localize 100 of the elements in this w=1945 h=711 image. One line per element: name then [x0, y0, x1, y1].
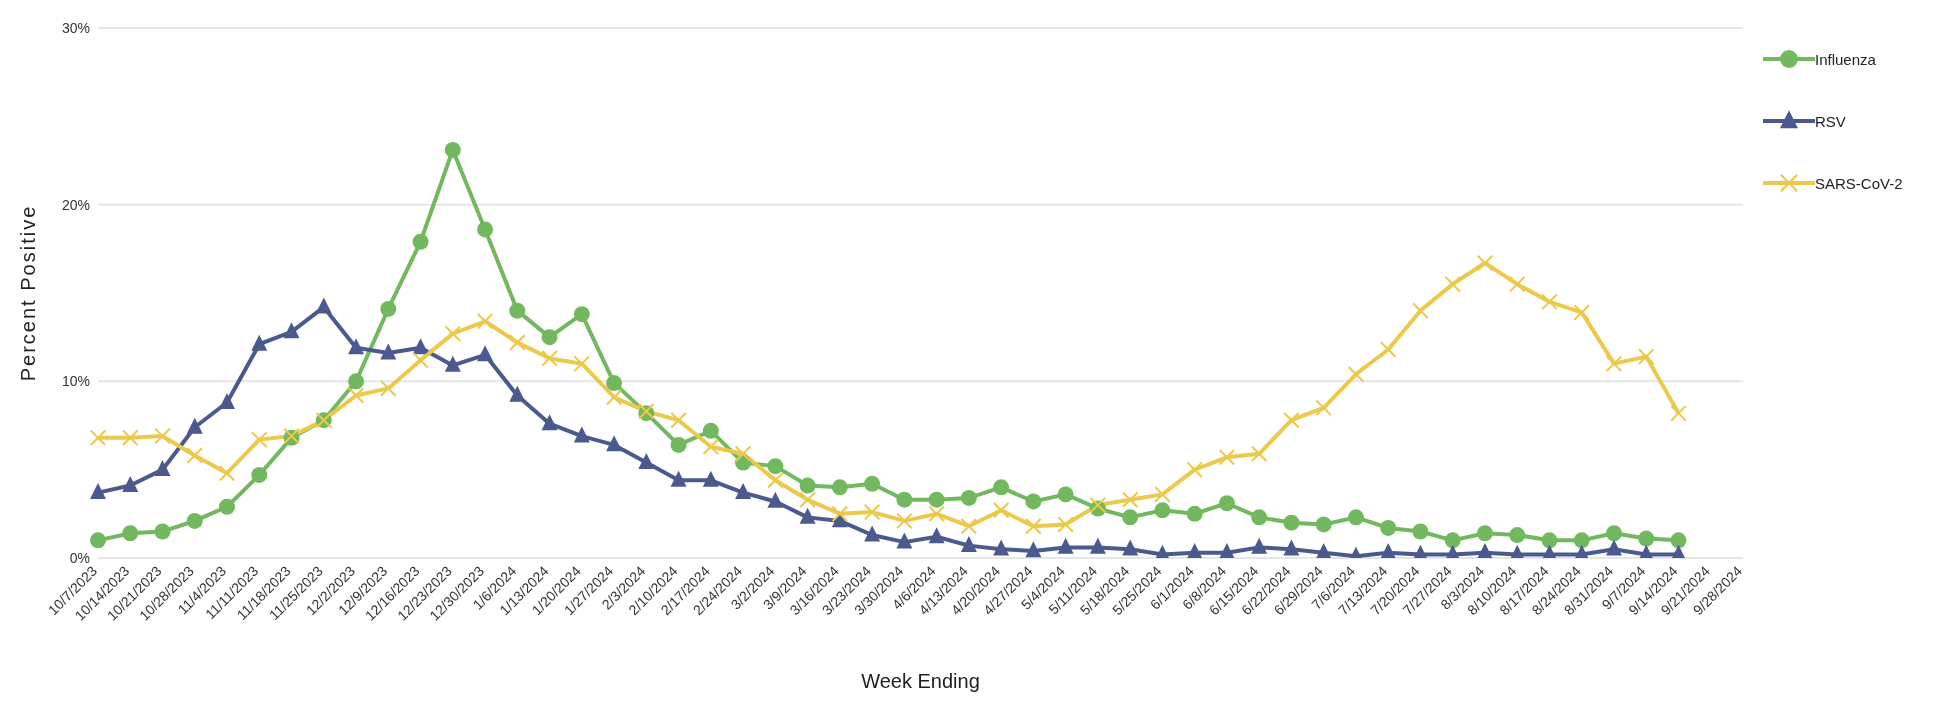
point	[1186, 461, 1203, 478]
point	[1089, 497, 1106, 513]
point	[960, 536, 977, 553]
point	[1122, 509, 1139, 526]
y-tick-label: 20%	[61, 196, 90, 213]
point	[896, 532, 913, 549]
point	[831, 479, 848, 496]
point	[90, 483, 106, 500]
point	[1154, 502, 1171, 519]
legend-label: Influenza	[1815, 50, 1876, 68]
point	[960, 489, 977, 506]
point	[477, 345, 494, 362]
point	[1412, 523, 1429, 540]
point	[1347, 509, 1364, 526]
point	[186, 447, 203, 464]
point	[606, 389, 623, 406]
point	[767, 491, 784, 508]
point	[509, 334, 526, 351]
point	[1315, 543, 1332, 558]
point	[1025, 518, 1042, 535]
point	[541, 350, 558, 367]
point	[1283, 539, 1300, 556]
point	[864, 475, 881, 492]
point	[767, 458, 784, 475]
point	[670, 436, 687, 453]
point	[154, 460, 171, 477]
point	[896, 491, 913, 508]
point	[122, 475, 139, 492]
point	[670, 412, 687, 429]
point	[1476, 254, 1493, 271]
point	[1186, 505, 1203, 522]
point	[412, 233, 429, 250]
point	[767, 472, 784, 489]
point	[251, 431, 268, 448]
point	[1057, 516, 1074, 533]
point	[993, 502, 1010, 519]
point	[993, 539, 1010, 556]
point	[315, 297, 332, 314]
point	[573, 426, 590, 443]
point	[799, 507, 816, 524]
point	[638, 453, 655, 469]
point	[541, 414, 558, 431]
point	[1476, 525, 1493, 542]
point	[606, 435, 623, 452]
point	[90, 429, 106, 446]
point	[1315, 516, 1332, 533]
point	[251, 334, 268, 351]
point	[735, 445, 752, 462]
point	[1605, 355, 1622, 372]
point	[154, 428, 171, 445]
point	[283, 322, 300, 339]
point	[251, 466, 268, 483]
point	[606, 375, 623, 392]
point	[831, 505, 848, 522]
point	[90, 532, 106, 549]
point	[1025, 541, 1042, 558]
point	[1251, 537, 1268, 554]
point	[1089, 537, 1106, 554]
point	[1638, 530, 1655, 547]
point	[1218, 449, 1235, 466]
point	[1541, 293, 1558, 310]
point	[1251, 509, 1268, 526]
point	[444, 141, 461, 158]
point	[477, 221, 494, 238]
point	[380, 380, 397, 397]
point	[541, 329, 558, 346]
point	[348, 373, 365, 390]
point	[219, 392, 236, 409]
point	[1444, 532, 1461, 549]
point	[1380, 519, 1397, 536]
point	[122, 525, 139, 542]
point	[219, 498, 236, 515]
point	[1122, 539, 1139, 556]
y-axis-title: Percent Positive	[17, 204, 40, 382]
point	[1025, 493, 1042, 510]
point	[1154, 486, 1171, 503]
legend-label: RSV	[1815, 112, 1846, 130]
point	[1638, 348, 1655, 365]
x-axis-title: Week Ending	[861, 670, 980, 692]
point	[1605, 539, 1622, 556]
point	[993, 479, 1010, 496]
y-tick-label: 30%	[61, 19, 90, 36]
point	[1218, 543, 1235, 558]
point	[735, 483, 752, 500]
point	[864, 504, 881, 521]
point	[186, 512, 203, 529]
point	[1509, 276, 1526, 293]
point	[864, 525, 881, 542]
point	[1476, 543, 1493, 558]
point	[573, 306, 590, 323]
legend-label: SARS-CoV-2	[1815, 174, 1903, 192]
point	[1057, 486, 1074, 503]
point	[928, 491, 945, 508]
point	[799, 477, 816, 494]
point	[1283, 412, 1300, 429]
point	[1509, 527, 1526, 544]
y-tick-label: 10%	[61, 373, 90, 390]
point	[960, 518, 977, 535]
point	[122, 429, 139, 446]
point	[444, 325, 461, 342]
